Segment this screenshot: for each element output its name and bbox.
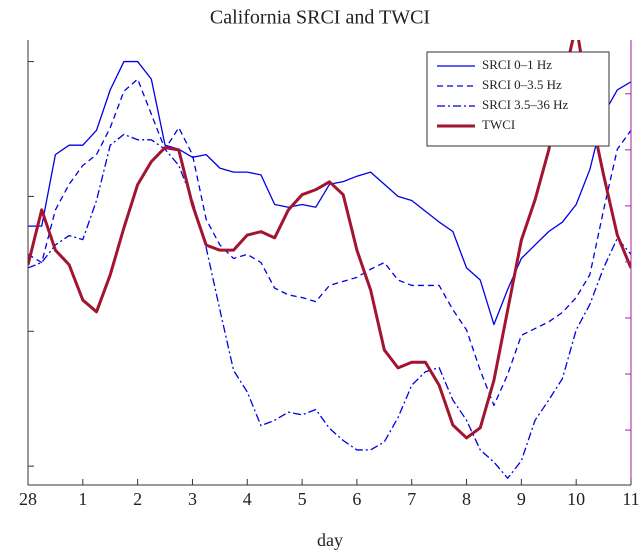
legend-label: SRCI 3.5–36 Hz [482,97,569,112]
x-tick-label: 1 [78,489,87,509]
x-tick-label: 10 [567,489,585,509]
x-tick-label: 8 [462,489,471,509]
plot-area [28,40,631,479]
legend: SRCI 0–1 Hz SRCI 0–3.5 Hz SRCI 3.5–36 Hz TW… [426,51,610,147]
series-line [28,40,631,440]
series-line [28,60,631,326]
x-tick-label: 9 [517,489,526,509]
series-line [28,133,631,479]
x-tick-label: 11 [622,489,639,509]
x-tick-label: 5 [298,489,307,509]
x-axis-label: day [317,530,343,550]
legend-label: SRCI 0–3.5 Hz [482,77,562,92]
x-tick-label: 2 [133,489,142,509]
x-tick-label: 6 [352,489,361,509]
legend-label: SRCI 0–1 Hz [482,57,552,72]
x-tick-label: 28 [19,489,37,509]
chart-title: California SRCI and TWCI [210,7,430,29]
x-tick-label: 7 [407,489,416,509]
series-line [28,78,631,407]
x-tick-label: 3 [188,489,197,509]
legend-box [426,51,610,147]
x-tick-label: 4 [243,489,252,509]
legend-label: TWCI [482,117,515,132]
